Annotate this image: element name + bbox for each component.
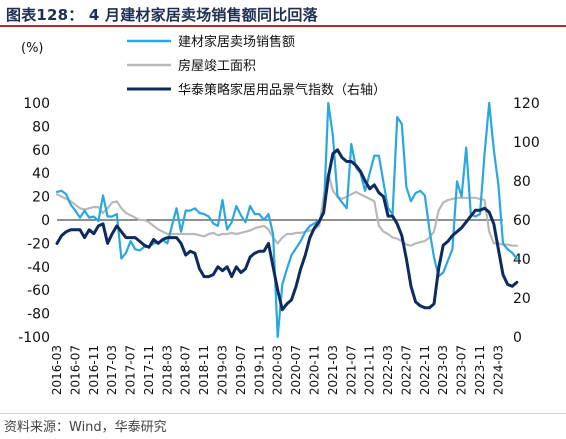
axes: 100 80 60 40 20 0 -20 -40 -60 -80 -100 120 100 80 60 40… bbox=[18, 96, 540, 395]
series-line-2 bbox=[55, 172, 518, 247]
x-tick-label: 2023-11 bbox=[473, 345, 487, 395]
title-rule bbox=[0, 25, 566, 27]
x-tick-label: 2023-03 bbox=[436, 345, 450, 395]
x-tick-label: 2017-07 bbox=[124, 345, 138, 395]
x-tick-label: 2023-07 bbox=[455, 345, 469, 395]
legend-label-1: 建材家居卖场销售额 bbox=[178, 34, 295, 50]
left-tick-label: 40 bbox=[32, 166, 50, 182]
x-tick-label: 2020-11 bbox=[307, 345, 321, 395]
left-tick-label: -20 bbox=[27, 236, 50, 252]
x-tick-label: 2019-11 bbox=[252, 345, 266, 395]
x-tick-label: 2019-07 bbox=[234, 345, 248, 395]
right-tick-label: 20 bbox=[513, 291, 531, 307]
legend-label-3: 华泰策略家居用品景气指数（右轴） bbox=[178, 82, 386, 98]
series-layer bbox=[55, 101, 519, 339]
x-tick-label: 2020-07 bbox=[289, 345, 303, 395]
legend-label-2: 房屋竣工面积 bbox=[178, 58, 256, 74]
chart-title: 图表128： 4 月建材家居卖场销售额同比回落 bbox=[6, 6, 318, 24]
x-tick-label: 2017-11 bbox=[142, 345, 156, 395]
x-tick-label: 2018-11 bbox=[197, 345, 211, 395]
x-tick-label: 2019-03 bbox=[216, 345, 230, 395]
left-axis-unit: (%) bbox=[21, 41, 44, 56]
x-tick-label: 2022-11 bbox=[418, 345, 432, 395]
left-tick-label: 20 bbox=[32, 190, 50, 206]
left-tick-label: -40 bbox=[27, 260, 50, 276]
series-line-3 bbox=[55, 148, 519, 312]
x-tick-label: 2020-03 bbox=[271, 345, 285, 395]
right-tick-label: 60 bbox=[513, 213, 531, 229]
left-tick-label: 60 bbox=[32, 143, 50, 159]
left-tick-label: -60 bbox=[27, 283, 50, 299]
right-tick-label: 100 bbox=[513, 135, 540, 151]
x-tick-label: 2016-11 bbox=[87, 345, 101, 395]
x-tick-label: 2021-11 bbox=[363, 345, 377, 395]
right-tick-label: 40 bbox=[513, 252, 531, 268]
x-tick-label: 2016-07 bbox=[68, 345, 82, 395]
x-tick-label: 2022-03 bbox=[381, 345, 395, 395]
left-tick-label: 0 bbox=[41, 213, 50, 229]
right-tick-label: 0 bbox=[513, 330, 522, 346]
right-tick-label: 120 bbox=[513, 96, 540, 112]
x-tick-label: 2018-03 bbox=[160, 345, 174, 395]
x-tick-label: 2017-03 bbox=[105, 345, 119, 395]
series-line-1 bbox=[55, 101, 518, 339]
right-tick-label: 80 bbox=[513, 174, 531, 190]
x-tick-label: 2021-07 bbox=[344, 345, 358, 395]
x-tick-label: 2016-03 bbox=[50, 345, 64, 395]
x-tick-label: 2021-03 bbox=[326, 345, 340, 395]
x-tick-label: 2022-07 bbox=[399, 345, 413, 395]
x-tick-label: 2018-07 bbox=[179, 345, 193, 395]
source-note: 资料来源：Wind，华泰研究 bbox=[4, 420, 167, 435]
left-tick-label: 100 bbox=[23, 96, 50, 112]
x-tick-label: 2024-03 bbox=[491, 345, 505, 395]
left-tick-label: 80 bbox=[32, 119, 50, 135]
source-rule bbox=[0, 413, 566, 414]
left-tick-label: -80 bbox=[27, 307, 50, 323]
left-tick-label: -100 bbox=[18, 330, 50, 346]
